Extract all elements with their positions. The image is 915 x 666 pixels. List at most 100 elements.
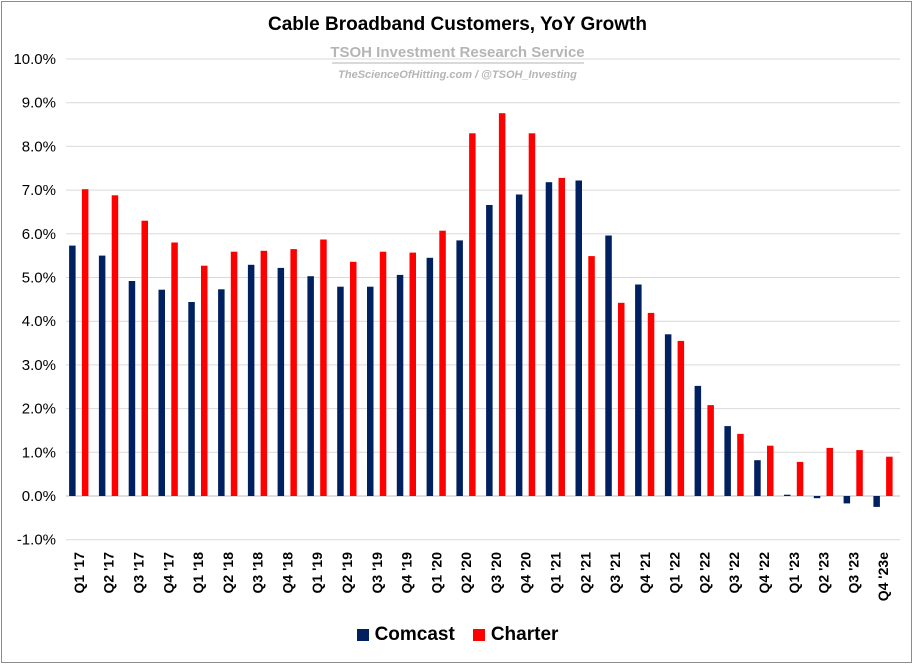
bar-comcast — [69, 245, 76, 496]
y-tick-label: 6.0% — [22, 226, 56, 243]
bar-comcast — [784, 494, 791, 496]
bar-charter — [677, 340, 685, 496]
x-tick-label: Q3 '21 — [607, 552, 623, 594]
bar-comcast — [873, 496, 880, 507]
bar-charter — [141, 220, 148, 496]
bar-comcast — [694, 385, 702, 496]
bar-comcast — [754, 460, 761, 496]
bar-comcast — [635, 284, 642, 496]
bar-charter — [409, 252, 416, 496]
x-tick-label: Q4 '20 — [518, 552, 534, 594]
bar-comcast — [337, 286, 344, 496]
bar-comcast — [545, 182, 553, 496]
x-tick-label: Q3 '22 — [726, 552, 742, 594]
bar-charter — [350, 261, 357, 496]
bar-charter — [886, 456, 893, 496]
bar-charter — [528, 133, 536, 497]
x-tick-label: Q4 '17 — [160, 552, 176, 594]
x-axis-category-labels: Q1 '17 Q2 '17 Q3 '17 Q4 '17 Q1 '18 Q2 '18 Q3 '… — [71, 552, 891, 601]
watermark-band — [332, 62, 584, 64]
chart-title: Cable Broadband Customers, YoY Growth — [267, 14, 647, 35]
bar-comcast — [277, 267, 285, 496]
x-tick-label: Q3 '19 — [369, 552, 385, 594]
watermark-subtitle: TSOH Investment Research Service — [330, 44, 585, 61]
x-tick-label: Q4 '23e — [875, 552, 891, 601]
bar-charter — [111, 195, 119, 497]
y-tick-label: 4.0% — [22, 313, 56, 330]
bar-charter — [796, 461, 804, 496]
legend-item-charter: Charter — [472, 624, 558, 646]
bar-charter — [320, 239, 327, 496]
bar-comcast — [396, 274, 404, 496]
x-tick-label: Q2 '23 — [816, 552, 832, 594]
bar-comcast — [307, 276, 314, 496]
y-tick-label: 10.0% — [13, 51, 56, 68]
y-tick-label: 8.0% — [22, 138, 56, 155]
y-tick-label: 9.0% — [22, 95, 56, 112]
y-tick-label: 5.0% — [22, 270, 56, 287]
bar-comcast — [486, 205, 493, 496]
bar-comcast — [515, 194, 523, 496]
bar-charter — [647, 312, 655, 496]
x-tick-label: Q3 '23 — [845, 552, 861, 594]
x-tick-label: Q2 '21 — [577, 552, 593, 594]
x-tick-label: Q4 '21 — [637, 552, 653, 594]
y-tick-label: 7.0% — [22, 182, 56, 199]
x-tick-label: Q1 '17 — [71, 552, 87, 594]
x-tick-label: Q3 '18 — [250, 552, 266, 594]
x-tick-label: Q1 '22 — [667, 552, 683, 594]
bar-comcast — [575, 180, 582, 496]
bar-charter — [171, 242, 178, 496]
bar-charter — [588, 256, 595, 496]
y-tick-label: 1.0% — [22, 444, 56, 461]
bar-charter — [201, 265, 208, 496]
bar-charter — [379, 251, 387, 496]
bar-comcast — [158, 289, 165, 496]
x-tick-label: Q4 '22 — [756, 552, 772, 594]
bar-comcast — [218, 289, 225, 496]
bar-charter — [230, 251, 238, 496]
legend-swatch-comcast — [356, 629, 369, 641]
bar-charter — [767, 445, 774, 496]
x-tick-label: Q2 '18 — [220, 552, 236, 594]
bar-charter — [439, 230, 446, 496]
x-tick-label: Q3 '20 — [488, 552, 504, 594]
bar-comcast — [813, 496, 821, 499]
bar-charter — [856, 450, 863, 496]
y-tick-label: 2.0% — [22, 401, 56, 418]
y-tick-label: 3.0% — [22, 357, 56, 374]
bar-charter — [498, 113, 506, 496]
bar-charter — [81, 189, 89, 496]
y-tick-label: 0.0% — [22, 488, 56, 505]
bar-comcast — [98, 255, 106, 496]
bar-charter — [469, 133, 476, 497]
bars — [69, 113, 893, 507]
x-tick-label: Q1 '21 — [547, 552, 563, 594]
bar-charter — [707, 405, 714, 496]
watermark-credit: TheScienceOfHitting.com / @TSOH_Investin… — [338, 69, 577, 81]
legend-label-comcast: Comcast — [374, 624, 455, 645]
bar-charter — [558, 177, 565, 496]
x-tick-label: Q1 '20 — [428, 552, 444, 594]
legend-swatch-charter — [472, 629, 485, 641]
x-tick-label: Q2 '17 — [101, 552, 117, 594]
bar-comcast — [664, 334, 672, 496]
bar-comcast — [724, 426, 731, 496]
x-tick-label: Q2 '20 — [458, 552, 474, 594]
y-tick-label: -1.0% — [17, 532, 56, 549]
legend-item-comcast: Comcast — [356, 624, 455, 646]
y-axis-tick-labels: -1.0% 0.0% 1.0% 2.0% 3.0% 4.0% 5.0% 6.0% 7.0% 8.0… — [13, 51, 56, 549]
bar-comcast — [367, 286, 374, 496]
bar-comcast — [605, 235, 612, 496]
x-tick-label: Q1 '23 — [786, 552, 802, 594]
x-tick-label: Q3 '17 — [130, 552, 146, 594]
legend: Comcast Charter — [0, 624, 915, 646]
bar-charter — [737, 433, 744, 496]
x-tick-label: Q4 '19 — [399, 552, 415, 594]
bar-charter — [290, 249, 297, 496]
bar-charter — [826, 447, 833, 496]
x-tick-label: Q2 '22 — [696, 552, 712, 594]
bar-charter — [260, 250, 268, 496]
x-tick-label: Q1 '18 — [190, 552, 206, 594]
